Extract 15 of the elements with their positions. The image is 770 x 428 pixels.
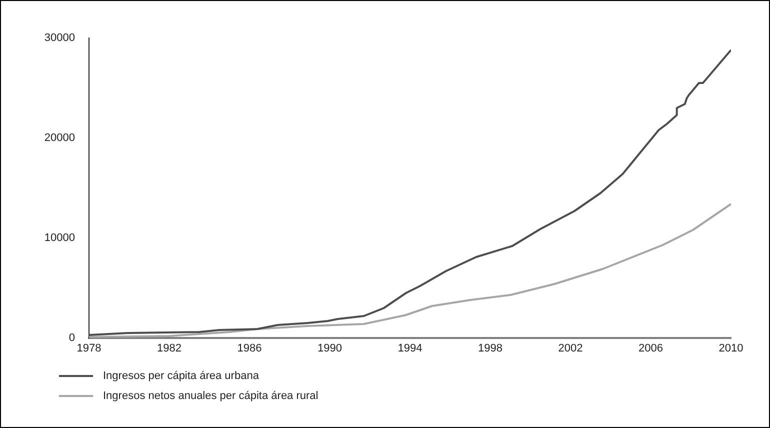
x-tick-label: 1990 (318, 342, 342, 355)
x-tick-label: 2006 (638, 342, 663, 355)
y-tick-label: 30000 (44, 32, 75, 44)
x-tick-label: 2002 (558, 342, 583, 355)
legend-label: Ingresos netos anuales per cápita área rural (103, 390, 318, 402)
x-tick-label: 1978 (76, 342, 102, 355)
y-tick-label: 20000 (44, 132, 75, 144)
x-tick-label: 1994 (398, 342, 422, 355)
y-tick-label: 10000 (44, 232, 75, 244)
x-tick-label: 2010 (718, 342, 744, 355)
legend-label: Ingresos per cápita área urbana (103, 370, 259, 382)
x-tick-label: 1982 (157, 342, 182, 355)
x-tick-label: 1998 (478, 342, 502, 355)
x-tick-label: 1986 (237, 342, 262, 355)
y-tick-label: 0 (68, 332, 75, 344)
